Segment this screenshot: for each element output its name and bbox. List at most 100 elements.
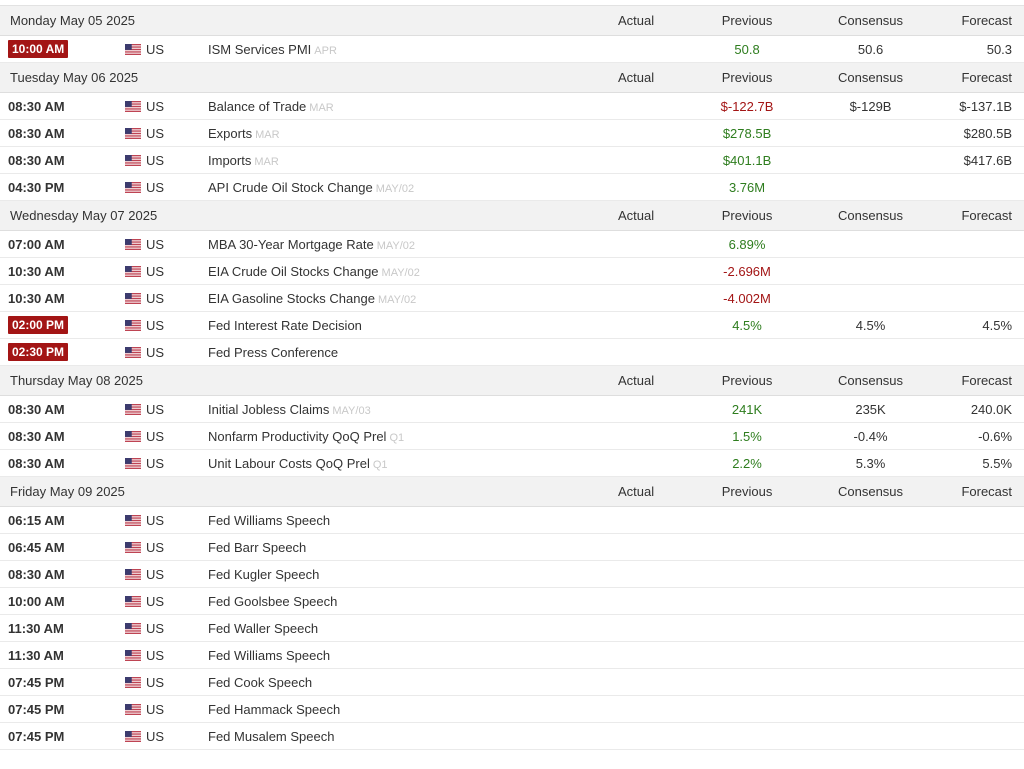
event-name[interactable]: Fed Musalem Speech: [208, 728, 335, 744]
event-name[interactable]: Balance of Trade: [208, 98, 307, 114]
event-row[interactable]: 10:00 AM US Fed Goolsbee Speech: [0, 587, 1024, 615]
event-row[interactable]: 07:00 AM US MBA 30-Year Mortgage Rate MAY…: [0, 230, 1024, 258]
forecast-column-header: Forecast: [939, 200, 1024, 231]
event-forecast: [939, 614, 1024, 642]
event-row[interactable]: 08:30 AM US Initial Jobless Claims MAY/03…: [0, 395, 1024, 423]
event-name[interactable]: Fed Barr Speech: [208, 539, 307, 555]
event-name[interactable]: Fed Kugler Speech: [208, 566, 320, 582]
event-consensus: $-129B: [802, 92, 940, 120]
event-row[interactable]: 08:30 AM US Imports MAR $401.1B $417.6B: [0, 146, 1024, 174]
event-actual: [580, 560, 693, 588]
us-flag-icon: [125, 265, 141, 277]
event-name[interactable]: Fed Waller Speech: [208, 620, 319, 636]
event-name[interactable]: Fed Goolsbee Speech: [208, 593, 338, 609]
event-name[interactable]: ISM Services PMI: [208, 41, 312, 57]
event-forecast: [939, 284, 1024, 312]
event-consensus: [802, 230, 940, 258]
event-name[interactable]: Imports: [208, 152, 252, 168]
event-time: 10:30 AM: [8, 290, 65, 306]
event-actual: [580, 35, 693, 63]
event-name[interactable]: Fed Williams Speech: [208, 512, 331, 528]
event-time: 06:45 AM: [8, 539, 65, 555]
event-country: US: [146, 701, 165, 717]
us-flag-icon: [125, 319, 141, 331]
event-name[interactable]: EIA Gasoline Stocks Change: [208, 290, 375, 306]
event-row[interactable]: 04:30 PM US API Crude Oil Stock Change MA…: [0, 173, 1024, 201]
event-name-cell: Initial Jobless Claims MAY/03: [200, 395, 581, 423]
event-row[interactable]: 11:30 AM US Fed Williams Speech: [0, 641, 1024, 669]
event-name[interactable]: Fed Williams Speech: [208, 647, 331, 663]
event-forecast: 240.0K: [939, 395, 1024, 423]
event-row[interactable]: 02:00 PM US Fed Interest Rate Decision 4…: [0, 311, 1024, 339]
event-name-cell: Fed Cook Speech: [200, 668, 581, 696]
us-flag-icon: [125, 292, 141, 304]
event-actual: [580, 641, 693, 669]
day-header-row: Wednesday May 07 2025 Actual Previous Co…: [0, 200, 1024, 231]
event-consensus: [802, 506, 940, 534]
event-reference-period: MAY/02: [381, 266, 420, 279]
event-time: 04:30 PM: [8, 179, 65, 195]
event-name[interactable]: EIA Crude Oil Stocks Change: [208, 263, 379, 279]
event-row[interactable]: 02:30 PM US Fed Press Conference: [0, 338, 1024, 366]
event-time-cell: 04:30 PM: [0, 173, 118, 201]
event-name[interactable]: Exports: [208, 125, 253, 141]
event-consensus: [802, 146, 940, 174]
event-previous: $-122.7B: [692, 92, 803, 120]
event-row[interactable]: 10:30 AM US EIA Crude Oil Stocks Change M…: [0, 257, 1024, 285]
event-row[interactable]: 08:30 AM US Fed Kugler Speech: [0, 560, 1024, 588]
event-name[interactable]: Fed Interest Rate Decision: [208, 317, 362, 333]
event-row[interactable]: 06:45 AM US Fed Barr Speech: [0, 533, 1024, 561]
us-flag-icon: [125, 457, 141, 469]
event-time: 07:45 PM: [8, 728, 65, 744]
event-country: US: [146, 179, 165, 195]
event-name[interactable]: Nonfarm Productivity QoQ Prel: [208, 428, 387, 444]
event-reference-period: MAY/02: [377, 293, 417, 306]
event-country: US: [146, 290, 165, 306]
event-forecast: [939, 641, 1024, 669]
event-row[interactable]: 07:45 PM US Fed Musalem Speech: [0, 722, 1024, 750]
event-name[interactable]: Initial Jobless Claims: [208, 401, 330, 417]
event-row[interactable]: 07:45 PM US Fed Hammack Speech: [0, 695, 1024, 723]
event-consensus: [802, 338, 940, 366]
event-time: 07:00 AM: [8, 236, 65, 252]
event-row[interactable]: 11:30 AM US Fed Waller Speech: [0, 614, 1024, 642]
event-reference-period: Q1: [389, 431, 405, 444]
event-row[interactable]: 10:30 AM US EIA Gasoline Stocks Change MA…: [0, 284, 1024, 312]
forecast-column-header: Forecast: [939, 62, 1024, 93]
event-country-cell: US: [118, 284, 200, 312]
event-name[interactable]: MBA 30-Year Mortgage Rate: [208, 236, 374, 252]
event-time-cell: 07:45 PM: [0, 695, 118, 723]
us-flag-icon: [125, 346, 141, 358]
event-time-cell: 11:30 AM: [0, 614, 118, 642]
day-date: Monday May 05 2025: [0, 5, 581, 36]
event-row[interactable]: 06:15 AM US Fed Williams Speech: [0, 506, 1024, 534]
event-row[interactable]: 08:30 AM US Nonfarm Productivity QoQ Pre…: [0, 422, 1024, 450]
event-country-cell: US: [118, 587, 200, 615]
event-name-cell: Fed Musalem Speech: [200, 722, 581, 750]
event-name[interactable]: Unit Labour Costs QoQ Prel: [208, 455, 370, 471]
event-actual: [580, 695, 693, 723]
event-time-cell: 07:45 PM: [0, 668, 118, 696]
event-previous: [692, 695, 803, 723]
event-time-cell: 02:30 PM: [0, 338, 118, 366]
event-consensus: [802, 257, 940, 285]
event-row[interactable]: 10:00 AM US ISM Services PMI APR 50.8 50.…: [0, 35, 1024, 63]
event-time-cell: 02:00 PM: [0, 311, 118, 339]
us-flag-icon: [125, 730, 141, 742]
event-row[interactable]: 07:45 PM US Fed Cook Speech: [0, 668, 1024, 696]
event-time: 07:45 PM: [8, 674, 65, 690]
event-name[interactable]: Fed Hammack Speech: [208, 701, 341, 717]
event-consensus: [802, 722, 940, 750]
event-name[interactable]: API Crude Oil Stock Change: [208, 179, 373, 195]
event-row[interactable]: 08:30 AM US Exports MAR $278.5B $280.5B: [0, 119, 1024, 147]
event-country-cell: US: [118, 668, 200, 696]
event-row[interactable]: 08:30 AM US Unit Labour Costs QoQ Prel Q1…: [0, 449, 1024, 477]
consensus-column-header: Consensus: [802, 476, 940, 507]
event-name[interactable]: Fed Press Conference: [208, 344, 339, 360]
event-consensus: [802, 284, 940, 312]
event-name-cell: ISM Services PMI APR: [200, 35, 581, 63]
consensus-column-header: Consensus: [802, 5, 940, 36]
event-row[interactable]: 08:30 AM US Balance of Trade MAR $-122.7B…: [0, 92, 1024, 120]
event-time: 02:00 PM: [8, 316, 69, 334]
event-name[interactable]: Fed Cook Speech: [208, 674, 313, 690]
